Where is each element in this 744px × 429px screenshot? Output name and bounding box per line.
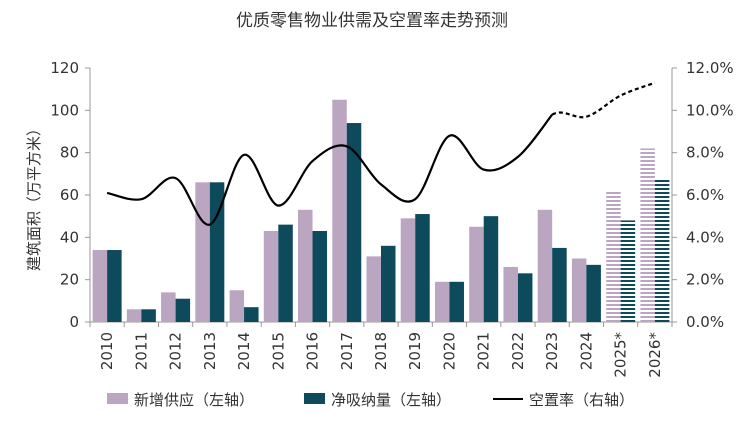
bar-supply-2026*: [640, 148, 655, 322]
bar-absorption-2026*: [654, 178, 670, 322]
bar-absorption-2013: [209, 182, 225, 322]
bar-supply-2015: [263, 230, 279, 322]
bar-supply-2025*: [606, 190, 621, 322]
y-right-tick-label: 2.0%: [686, 271, 724, 289]
x-tick-label-2012: 2012: [167, 332, 185, 370]
x-tick-label-2019: 2019: [406, 332, 424, 370]
bar-absorption-2019: [415, 214, 430, 322]
y-left-tick-label: 0: [69, 313, 79, 331]
bar-absorption-2017: [346, 123, 362, 323]
x-tick-label-2021: 2021: [475, 332, 493, 370]
vacancy-line-forecast: [551, 81, 656, 119]
legend-swatch-supply: [107, 393, 128, 404]
y-left-axis-title: 建筑面积（万平方米）: [25, 121, 43, 271]
x-tick-label-2023: 2023: [543, 332, 561, 370]
y-right-tick-label: 6.0%: [686, 186, 724, 204]
y-left-tick-label: 40: [60, 228, 79, 246]
bar-supply-2021: [469, 226, 484, 322]
bar-supply-2012: [161, 292, 176, 322]
x-tick-label-2010: 2010: [98, 332, 116, 370]
x-tick-label-2020: 2020: [441, 332, 459, 370]
x-tick-label-2014: 2014: [235, 332, 253, 370]
bar-absorption-2025*: [620, 220, 636, 322]
bar-supply-2017: [332, 99, 347, 322]
vacancy-line: [106, 81, 656, 226]
bar-supply-2016: [298, 209, 313, 322]
x-tick-label-2022: 2022: [509, 332, 527, 370]
bar-absorption-2020: [449, 281, 464, 322]
y-left-tick-label: 100: [50, 101, 79, 119]
x-tick-label-2017: 2017: [338, 332, 356, 370]
legend-label-supply: 新增供应（左轴）: [134, 391, 254, 409]
x-tick-label-2013: 2013: [201, 332, 219, 370]
bar-absorption-2016: [312, 230, 328, 322]
bar-absorption-2015: [278, 224, 293, 322]
legend: 新增供应（左轴） 净吸纳量（左轴） 空置率（右轴）: [107, 391, 634, 409]
legend-item-absorption: 净吸纳量（左轴）: [304, 391, 451, 409]
x-tick-label-2024: 2024: [577, 332, 595, 370]
chart-title: 优质零售物业供需及空置率走势预测: [236, 11, 508, 31]
bar-absorption-2012: [175, 298, 191, 322]
bar-supply-2019: [400, 218, 416, 322]
bar-supply-2010: [92, 250, 108, 322]
bar-supply-2014: [229, 290, 245, 322]
bar-supply-2020: [434, 281, 450, 322]
bar-supply-2024: [571, 258, 587, 322]
bar-absorption-2011: [141, 309, 156, 322]
legend-label-absorption: 净吸纳量（左轴）: [331, 391, 451, 409]
bar-absorption-2022: [517, 273, 533, 322]
bar-absorption-2023: [552, 247, 567, 322]
legend-item-supply: 新增供应（左轴）: [107, 391, 254, 409]
y-left-tick-label: 60: [60, 186, 79, 204]
x-tick-label-2011: 2011: [132, 332, 150, 370]
y-right-tick-label: 0.0%: [686, 313, 724, 331]
bar-absorption-2014: [244, 307, 259, 322]
bar-absorption-2021: [483, 216, 499, 322]
vacancy-line-actual: [106, 113, 554, 226]
y-right-tick-label: 10.0%: [686, 101, 734, 119]
bar-supply-2011: [126, 309, 142, 322]
x-tick-label-2018: 2018: [372, 332, 390, 370]
bar-absorption-2018: [381, 245, 396, 322]
legend-swatch-absorption: [304, 393, 325, 404]
y-left-tick-label: 20: [60, 271, 79, 289]
x-tick-label-2026*: 2026*: [646, 332, 664, 378]
y-left-tick-label: 80: [60, 144, 79, 162]
legend-item-vacancy: 空置率（右轴）: [493, 391, 634, 409]
y-right-tick-label: 12.0%: [686, 59, 734, 77]
bar-absorption-2010: [107, 250, 122, 322]
legend-label-vacancy: 空置率（右轴）: [529, 391, 634, 409]
bars: [92, 99, 670, 323]
bar-supply-2023: [537, 209, 553, 322]
bar-supply-2022: [503, 266, 518, 322]
tick-labels: 0 20 40 60 80 100 120 0.0% 2.0% 4.0% 6.0% 8.0% 10.0%…: [50, 59, 733, 378]
bar-absorption-2024: [586, 264, 601, 322]
bar-supply-2018: [366, 256, 381, 322]
y-left-tick-label: 120: [50, 59, 79, 77]
y-right-tick-label: 8.0%: [686, 144, 724, 162]
x-tick-label-2025*: 2025*: [612, 331, 630, 377]
y-right-tick-label: 4.0%: [686, 228, 724, 246]
x-tick-label-2016: 2016: [304, 332, 322, 370]
x-tick-label-2015: 2015: [269, 332, 287, 370]
bar-supply-2013: [195, 182, 210, 322]
